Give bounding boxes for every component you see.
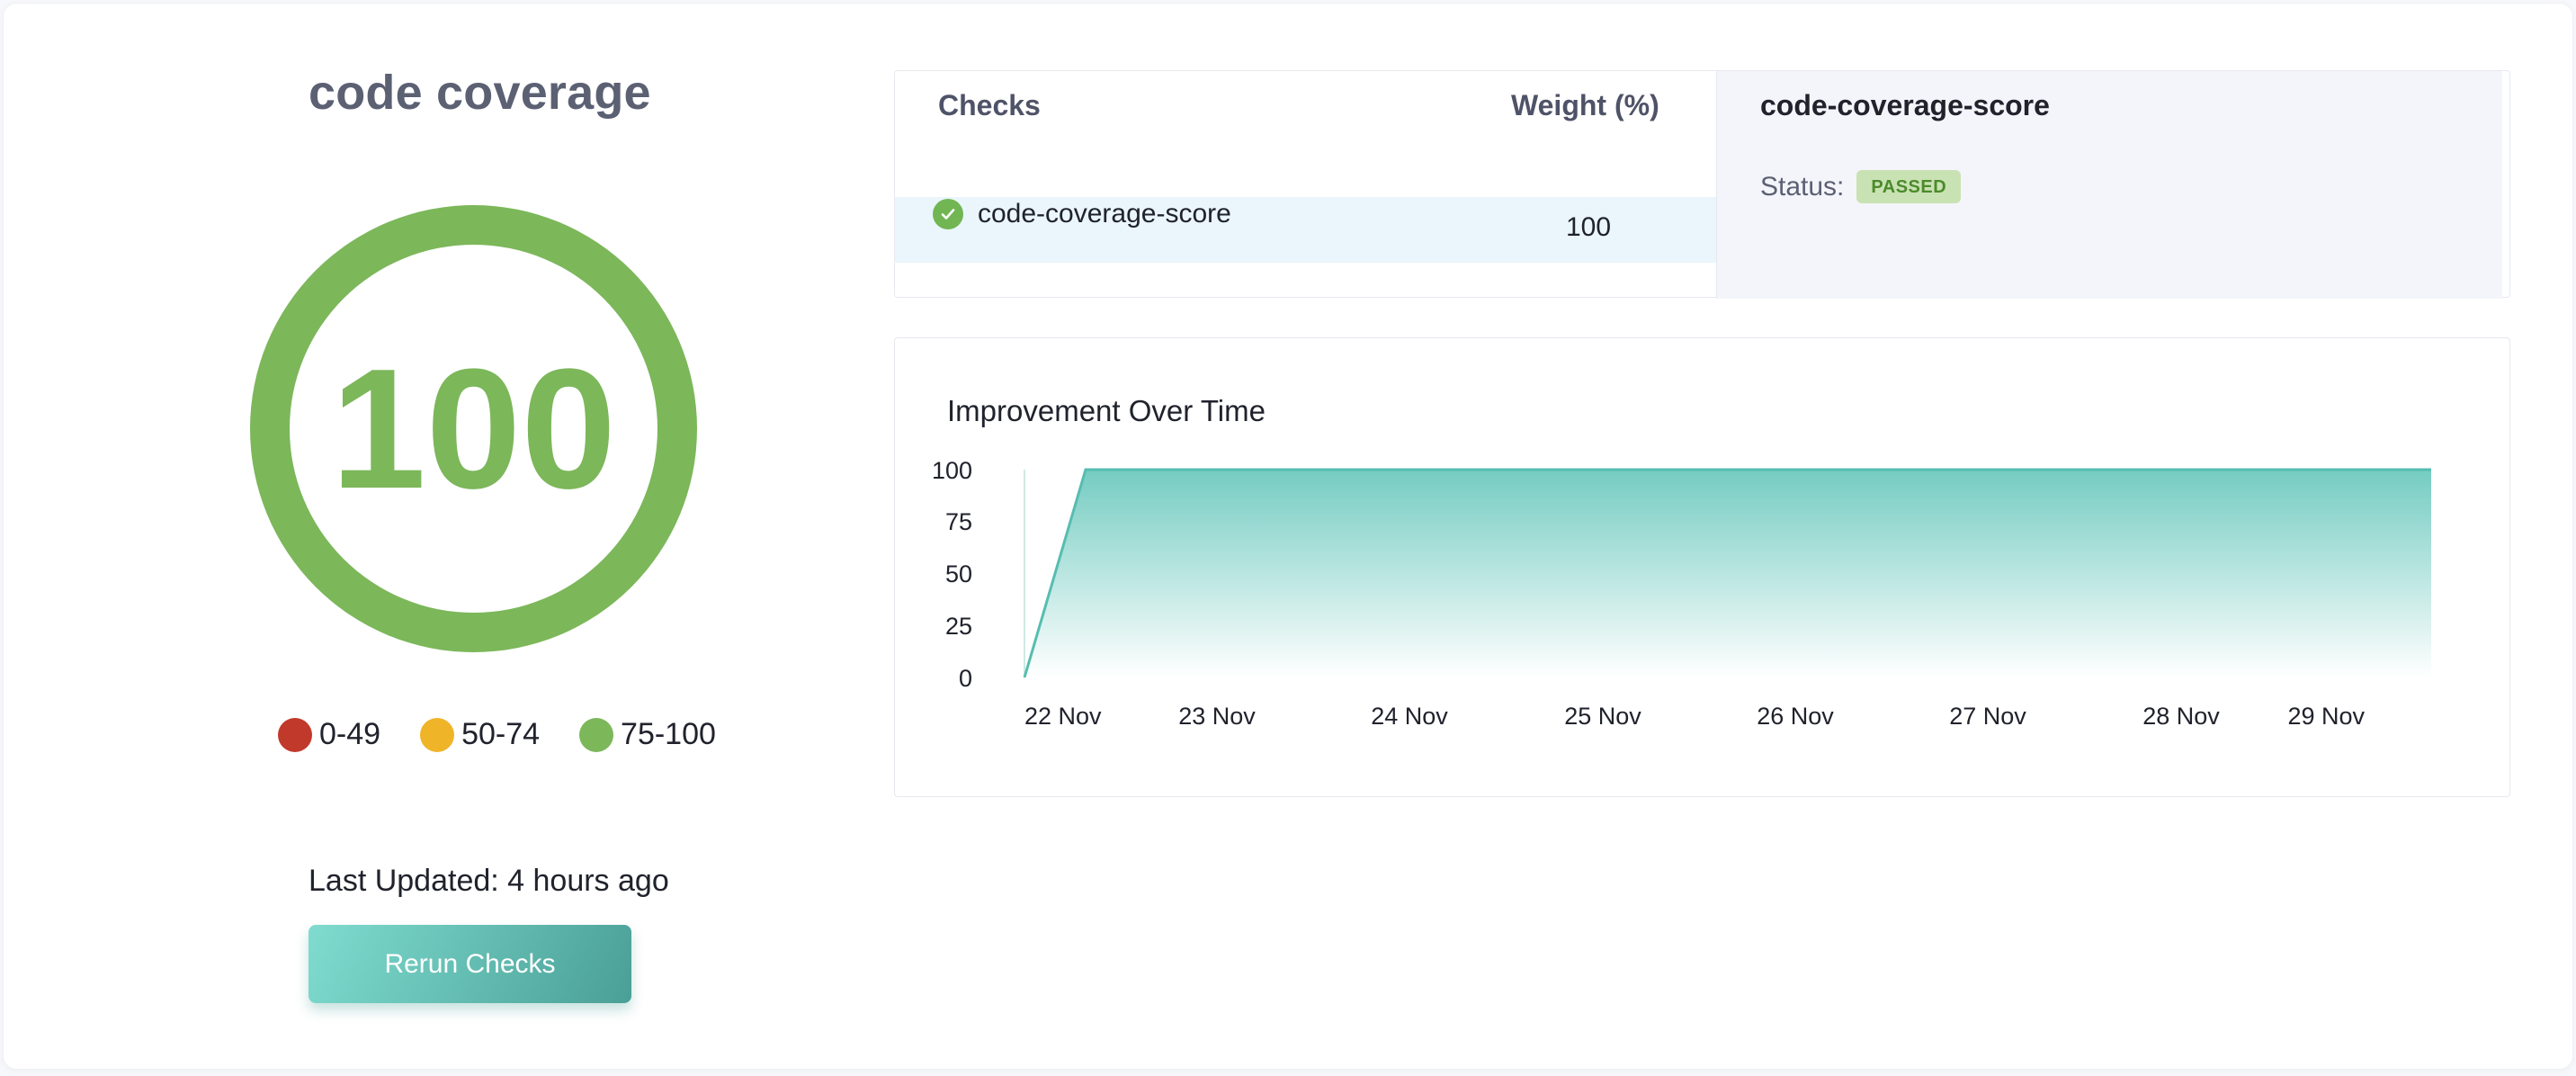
svg-text:27 Nov: 27 Nov bbox=[1949, 703, 2026, 730]
svg-text:24 Nov: 24 Nov bbox=[1371, 703, 1448, 730]
svg-text:25 Nov: 25 Nov bbox=[1564, 703, 1641, 730]
svg-text:26 Nov: 26 Nov bbox=[1757, 703, 1834, 730]
svg-text:100: 100 bbox=[932, 457, 972, 484]
svg-text:25: 25 bbox=[945, 613, 972, 640]
svg-text:50: 50 bbox=[945, 560, 972, 587]
svg-text:75: 75 bbox=[945, 508, 972, 535]
svg-text:22 Nov: 22 Nov bbox=[1024, 703, 1102, 730]
svg-text:23 Nov: 23 Nov bbox=[1178, 703, 1256, 730]
svg-text:28 Nov: 28 Nov bbox=[2142, 703, 2220, 730]
svg-text:29 Nov: 29 Nov bbox=[2287, 703, 2365, 730]
svg-text:0: 0 bbox=[959, 665, 972, 692]
